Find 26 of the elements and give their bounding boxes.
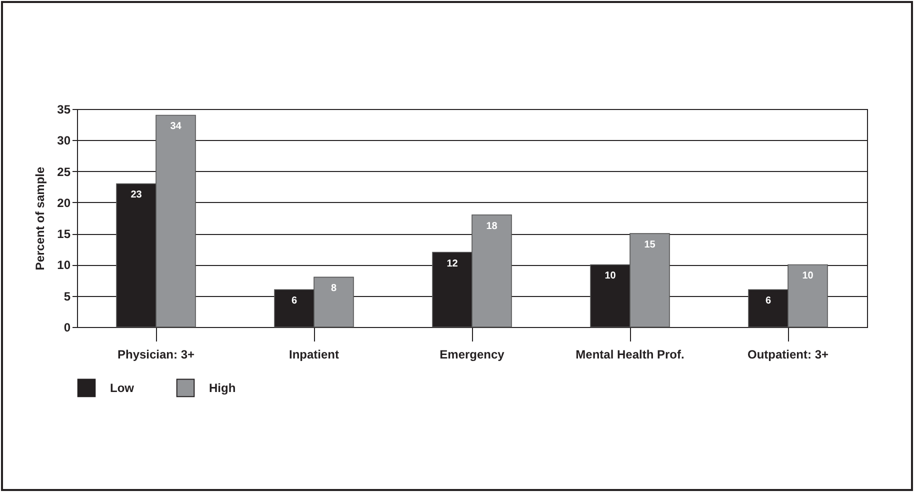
y-tick-label: 5	[64, 289, 71, 304]
x-tick-label: Inpatient	[289, 348, 339, 362]
data-label: 23	[130, 190, 142, 201]
data-label: 8	[330, 283, 337, 294]
y-tick-label: 0	[64, 320, 71, 334]
x-tick-label: Mental Health Prof.	[576, 348, 684, 362]
x-tick-label: Emergency	[440, 348, 505, 362]
y-tick-label: 15	[57, 227, 71, 242]
y-tick-label: 25	[57, 164, 71, 179]
data-label: 10	[604, 270, 616, 282]
x-tick-label: Physician: 3+	[117, 348, 195, 362]
x-tick-label: Outpatient: 3+	[747, 348, 829, 362]
legend-label: Low	[110, 380, 135, 395]
data-label: 12	[446, 258, 458, 270]
y-axis-title: Percent of sample	[33, 166, 48, 270]
y-tick-label: 35	[57, 102, 71, 116]
data-label: 6	[765, 296, 772, 307]
data-label: 34	[170, 121, 182, 132]
data-label: 6	[291, 296, 298, 307]
legend-label: High	[209, 380, 236, 395]
data-label: 10	[802, 270, 814, 282]
y-tick-label: 30	[57, 134, 71, 148]
data-label: 18	[486, 220, 498, 232]
data-label: 15	[644, 240, 656, 251]
y-tick-label: 10	[57, 258, 71, 272]
y-tick-label: 20	[57, 196, 71, 210]
